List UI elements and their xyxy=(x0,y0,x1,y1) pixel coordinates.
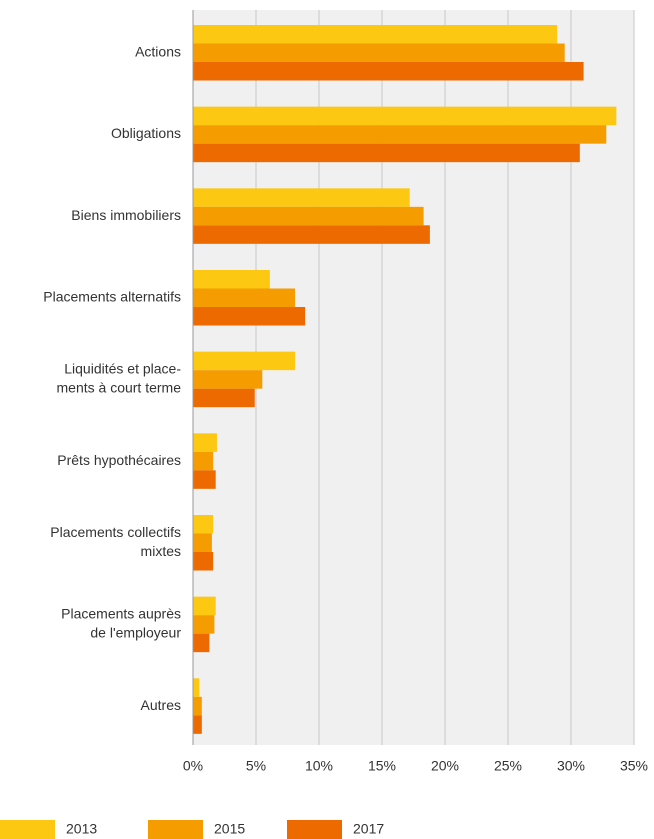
x-tick-label: 0% xyxy=(183,758,203,774)
bar xyxy=(193,596,216,616)
legend-label: 2013 xyxy=(66,821,97,837)
bar xyxy=(193,533,212,552)
y-tick-label: Prêts hypothécaires xyxy=(57,452,181,468)
y-tick-label: Placements alternatifs xyxy=(43,288,181,304)
legend-swatch xyxy=(287,820,342,839)
bar xyxy=(193,143,580,163)
y-tick-label: Placements auprès xyxy=(61,606,181,622)
y-tick-label: Liquidités et place- xyxy=(64,361,181,377)
bar xyxy=(193,678,200,697)
x-tick-label: 30% xyxy=(557,758,585,774)
bar xyxy=(193,307,306,326)
bar xyxy=(193,370,263,389)
bar xyxy=(193,552,214,571)
y-tick-label: de l'employeur xyxy=(90,625,181,641)
bar xyxy=(193,288,296,307)
x-tick-label: 10% xyxy=(305,758,333,774)
bar xyxy=(193,515,214,534)
x-tick-label: 5% xyxy=(246,758,266,774)
y-tick-label: Actions xyxy=(135,43,181,59)
bar xyxy=(193,633,210,653)
y-tick-label: Placements collectifs xyxy=(50,524,181,540)
bar xyxy=(193,615,215,634)
bar xyxy=(193,25,558,44)
bar xyxy=(193,715,202,734)
bar xyxy=(193,451,214,471)
x-tick-label: 35% xyxy=(620,758,648,774)
y-tick-label: Obligations xyxy=(111,125,181,141)
y-tick-label: Biens immobiliers xyxy=(71,207,181,223)
bar xyxy=(193,206,424,226)
bar xyxy=(193,270,270,289)
bar xyxy=(193,351,296,371)
bar xyxy=(193,225,430,244)
legend-label: 2015 xyxy=(214,821,245,837)
legend-swatch xyxy=(148,820,203,839)
x-tick-label: 25% xyxy=(494,758,522,774)
x-tick-label: 20% xyxy=(431,758,459,774)
legend-swatch xyxy=(0,820,55,839)
y-tick-label: Autres xyxy=(141,697,181,713)
bar xyxy=(193,433,217,452)
bar xyxy=(193,62,584,81)
y-tick-label: mixtes xyxy=(141,543,181,559)
bar xyxy=(193,696,202,716)
bar xyxy=(193,43,565,62)
bar xyxy=(193,388,255,408)
bar xyxy=(193,470,216,489)
bar xyxy=(193,188,410,207)
bar xyxy=(193,106,617,126)
y-tick-label: ments à court terme xyxy=(57,380,182,396)
legend-label: 2017 xyxy=(353,821,384,837)
x-tick-label: 15% xyxy=(368,758,396,774)
bar xyxy=(193,125,607,144)
